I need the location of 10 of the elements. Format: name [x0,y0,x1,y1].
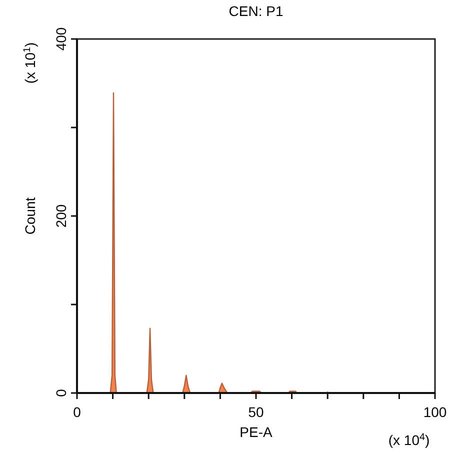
y-tick-label: 200 [53,204,69,228]
y-axis-title: Count [22,197,38,235]
x-tick-label: 0 [73,404,82,420]
y-tick-label: 0 [53,388,69,397]
x-tick-label: 50 [248,404,264,420]
chart-title: CEN: P1 [228,3,284,19]
x-axis-title: PE-A [240,424,273,440]
text: (x 10$^{4}$) [388,432,430,448]
y-tick-label: 400 [53,27,69,51]
x-tick-label: 100 [423,404,447,420]
